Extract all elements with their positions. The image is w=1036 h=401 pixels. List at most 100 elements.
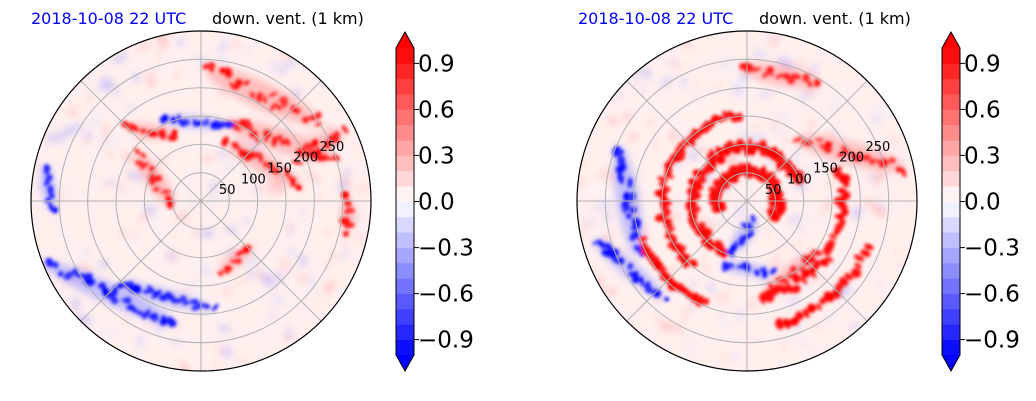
- updraft-cell: [151, 131, 158, 138]
- speckle: [194, 365, 200, 368]
- speckle: [300, 303, 304, 314]
- speckle: [770, 129, 786, 133]
- updraft-cell: [864, 243, 874, 250]
- updraft-cell: [263, 95, 267, 104]
- speckle: [683, 350, 689, 357]
- updraft-cell: [217, 271, 224, 276]
- speckle: [634, 71, 638, 85]
- speckle: [234, 39, 239, 49]
- speckle: [816, 90, 822, 97]
- azimuth-line: [80, 80, 202, 202]
- updraft-cell: [263, 130, 272, 138]
- updraft-cell: [862, 154, 871, 161]
- downdraft-cell: [734, 240, 739, 248]
- speckle: [98, 62, 110, 71]
- updraft-cell: [748, 145, 757, 156]
- speckle: [232, 279, 250, 287]
- colorbar-tick-label: 0.3: [964, 143, 1001, 169]
- speckle: [719, 322, 733, 331]
- updraft-cell: [167, 134, 178, 142]
- updraft-cell: [135, 160, 146, 167]
- updraft-cell: [744, 62, 752, 69]
- speckle: [749, 177, 753, 191]
- speckle: [288, 225, 293, 237]
- speckle: [299, 253, 307, 268]
- speckle: [586, 187, 605, 193]
- speckle: [881, 219, 888, 232]
- updraft-cell: [789, 317, 800, 326]
- speckle: [55, 140, 66, 153]
- updraft-cell: [820, 258, 829, 267]
- colorbar-extend-min: [942, 355, 960, 371]
- speckle: [629, 133, 638, 142]
- downdraft-cell: [203, 303, 211, 309]
- updraft-cell: [800, 275, 807, 285]
- downdraft-cell: [147, 285, 156, 294]
- updraft-cell: [697, 222, 706, 230]
- updraft-cell: [698, 169, 706, 177]
- speckle: [226, 226, 235, 233]
- speckle: [660, 323, 676, 332]
- speckle: [829, 260, 836, 272]
- colorbar-tick-label: −0.3: [418, 236, 474, 262]
- updraft-cell: [792, 136, 803, 143]
- speckle: [103, 123, 109, 139]
- colorbar-level: [396, 339, 414, 356]
- speckle: [688, 334, 694, 346]
- speckle: [616, 93, 621, 100]
- speckle: [795, 60, 806, 65]
- updraft-cell: [238, 149, 247, 158]
- updraft-cell: [224, 265, 233, 271]
- updraft-cell: [313, 152, 324, 162]
- speckle: [713, 294, 731, 302]
- downdraft-cell: [161, 114, 169, 122]
- speckle: [748, 133, 758, 145]
- speckle: [624, 111, 631, 121]
- speckle: [276, 180, 285, 195]
- speckle: [823, 198, 832, 213]
- speckle: [318, 174, 324, 178]
- speckle: [685, 345, 696, 351]
- updraft-cell: [760, 165, 766, 174]
- speckle: [604, 213, 611, 223]
- updraft-cell: [254, 134, 260, 144]
- speckle: [869, 115, 885, 122]
- field-sharp: [36, 61, 355, 328]
- speckle: [645, 119, 656, 125]
- speckle: [792, 206, 805, 213]
- downdraft-cell: [133, 284, 142, 294]
- speckle: [47, 132, 56, 144]
- speckle: [659, 66, 672, 74]
- speckle: [149, 205, 157, 214]
- speckle: [770, 254, 780, 271]
- speckle: [764, 227, 775, 236]
- updraft-cell: [806, 254, 816, 264]
- speckle: [798, 231, 807, 235]
- speckle: [103, 327, 111, 336]
- speckle: [794, 317, 802, 335]
- speckle: [219, 53, 226, 66]
- radial-tick-label: 50: [219, 183, 236, 198]
- speckle: [306, 129, 314, 143]
- speckle: [751, 42, 757, 48]
- speckle: [338, 179, 347, 193]
- colorbar-level: [942, 124, 960, 141]
- radial-tick-label: 100: [241, 172, 266, 187]
- updraft-cell: [233, 126, 242, 132]
- colorbar-level: [396, 155, 414, 172]
- colorbar-level: [942, 155, 960, 172]
- downdraft-cell: [192, 119, 198, 127]
- updraft-cell: [249, 91, 256, 99]
- updraft-cell: [749, 67, 761, 72]
- updraft-cell: [824, 241, 835, 252]
- colorbar-level: [942, 339, 960, 356]
- speckle: [131, 235, 139, 248]
- updraft-cell: [798, 265, 805, 271]
- speckle: [797, 339, 812, 349]
- speckle: [68, 186, 73, 194]
- speckle: [597, 173, 603, 178]
- colorbar-level: [396, 63, 414, 80]
- speckle: [809, 115, 815, 131]
